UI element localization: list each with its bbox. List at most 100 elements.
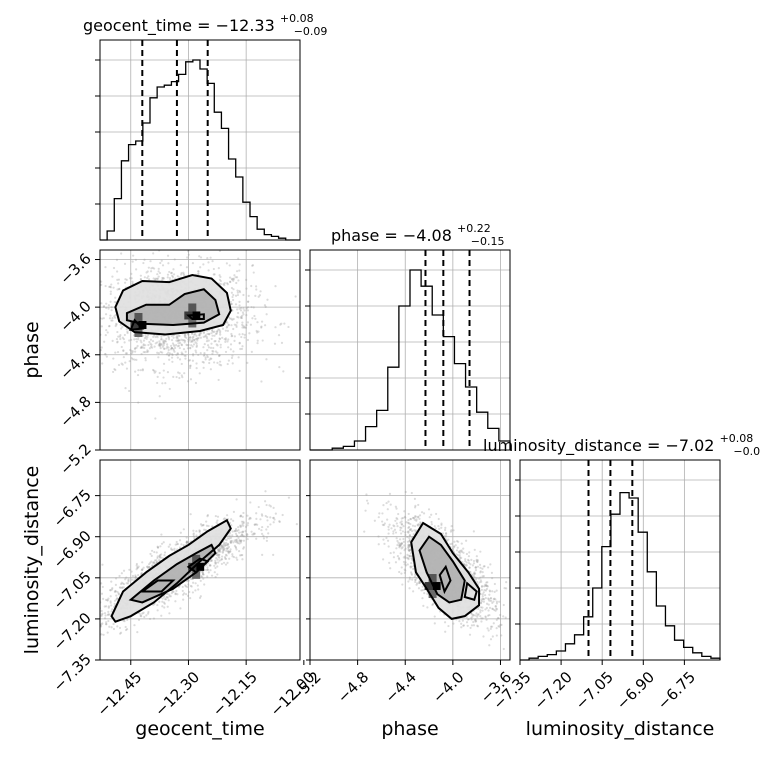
sample-point — [161, 382, 164, 385]
sample-point — [460, 556, 463, 559]
sample-point — [238, 300, 241, 303]
sample-point — [216, 515, 220, 518]
sample-point — [241, 321, 244, 324]
sample-point — [140, 346, 143, 349]
sample-point — [482, 565, 485, 568]
sample-point — [209, 357, 212, 360]
sample-point — [133, 624, 136, 627]
sample-point — [216, 361, 219, 364]
sample-point — [238, 307, 241, 310]
sample-point — [207, 571, 210, 574]
sample-point — [131, 351, 134, 354]
sample-point — [148, 617, 152, 621]
sample-point — [182, 528, 185, 531]
sample-point — [156, 546, 160, 549]
sample-point — [489, 563, 492, 566]
sample-point — [170, 334, 173, 338]
sample-point — [417, 524, 420, 527]
sample-point — [142, 344, 145, 347]
sample-point — [484, 616, 487, 619]
sample-point — [162, 339, 165, 342]
sample-point — [145, 337, 148, 340]
sample-point — [105, 621, 108, 624]
sample-point — [400, 532, 403, 535]
sample-point — [447, 624, 450, 628]
sample-point — [102, 304, 106, 308]
sample-point — [266, 515, 269, 519]
sample-point — [194, 341, 197, 344]
sample-point — [141, 568, 144, 571]
sample-point — [257, 505, 260, 509]
sample-point — [488, 590, 492, 593]
sample-point — [133, 358, 136, 361]
sample-point — [246, 514, 249, 517]
sample-point — [480, 617, 483, 620]
sample-point — [211, 334, 214, 337]
sample-point — [183, 339, 187, 342]
sample-point — [184, 584, 187, 587]
sample-point — [49, 613, 51, 615]
sample-point — [241, 534, 244, 538]
sample-point — [200, 524, 203, 527]
sample-point — [165, 347, 168, 350]
sample-point — [110, 306, 113, 309]
sample-point — [152, 561, 155, 565]
sample-point — [492, 600, 495, 603]
sample-point — [131, 280, 134, 283]
sample-point — [218, 337, 221, 340]
sample-point — [151, 346, 154, 349]
sample-point — [92, 328, 94, 330]
sample-point — [232, 519, 235, 522]
sample-point — [411, 578, 414, 581]
sample-point — [104, 353, 107, 356]
sample-point — [170, 271, 173, 274]
sample-point — [468, 551, 471, 554]
sample-point — [479, 571, 482, 574]
sample-point — [197, 272, 200, 275]
sample-point — [214, 514, 217, 518]
sample-point — [473, 572, 476, 575]
sample-point — [91, 601, 93, 603]
sample-point — [151, 368, 155, 372]
sample-point — [207, 346, 211, 349]
sample-point — [205, 524, 208, 527]
sample-point — [227, 359, 230, 362]
sample-point — [201, 571, 204, 574]
sample-point — [421, 589, 424, 592]
sample-point — [158, 340, 161, 343]
sample-point — [180, 353, 183, 356]
sample-point — [410, 557, 413, 560]
sample-point — [191, 345, 194, 348]
sample-point — [190, 585, 193, 588]
sample-point — [239, 554, 242, 557]
sample-point — [255, 537, 258, 540]
sample-point — [178, 546, 182, 549]
luminosity-distance-title-sub: −0.08 — [733, 445, 760, 458]
sample-point — [135, 568, 138, 571]
sample-point — [237, 316, 240, 319]
sample-point — [427, 508, 431, 511]
sample-point — [239, 515, 242, 518]
sample-point — [215, 343, 218, 346]
sample-point — [233, 544, 236, 547]
sample-point — [278, 520, 281, 523]
sample-point — [157, 546, 160, 549]
sample-point — [116, 330, 119, 334]
sample-point — [114, 313, 117, 316]
sample-point — [247, 294, 250, 297]
sample-point — [395, 522, 398, 525]
sample-point — [166, 605, 169, 608]
sample-point — [495, 608, 499, 611]
sample-point — [505, 587, 508, 590]
sample-point — [337, 489, 339, 491]
sample-point — [223, 542, 226, 545]
sample-point — [485, 581, 488, 584]
sample-point — [134, 574, 137, 577]
sample-point — [494, 609, 497, 612]
sample-point — [211, 329, 214, 333]
sample-point — [108, 285, 111, 288]
sample-point — [256, 331, 259, 334]
sample-point — [241, 515, 244, 518]
sample-point — [225, 539, 228, 542]
